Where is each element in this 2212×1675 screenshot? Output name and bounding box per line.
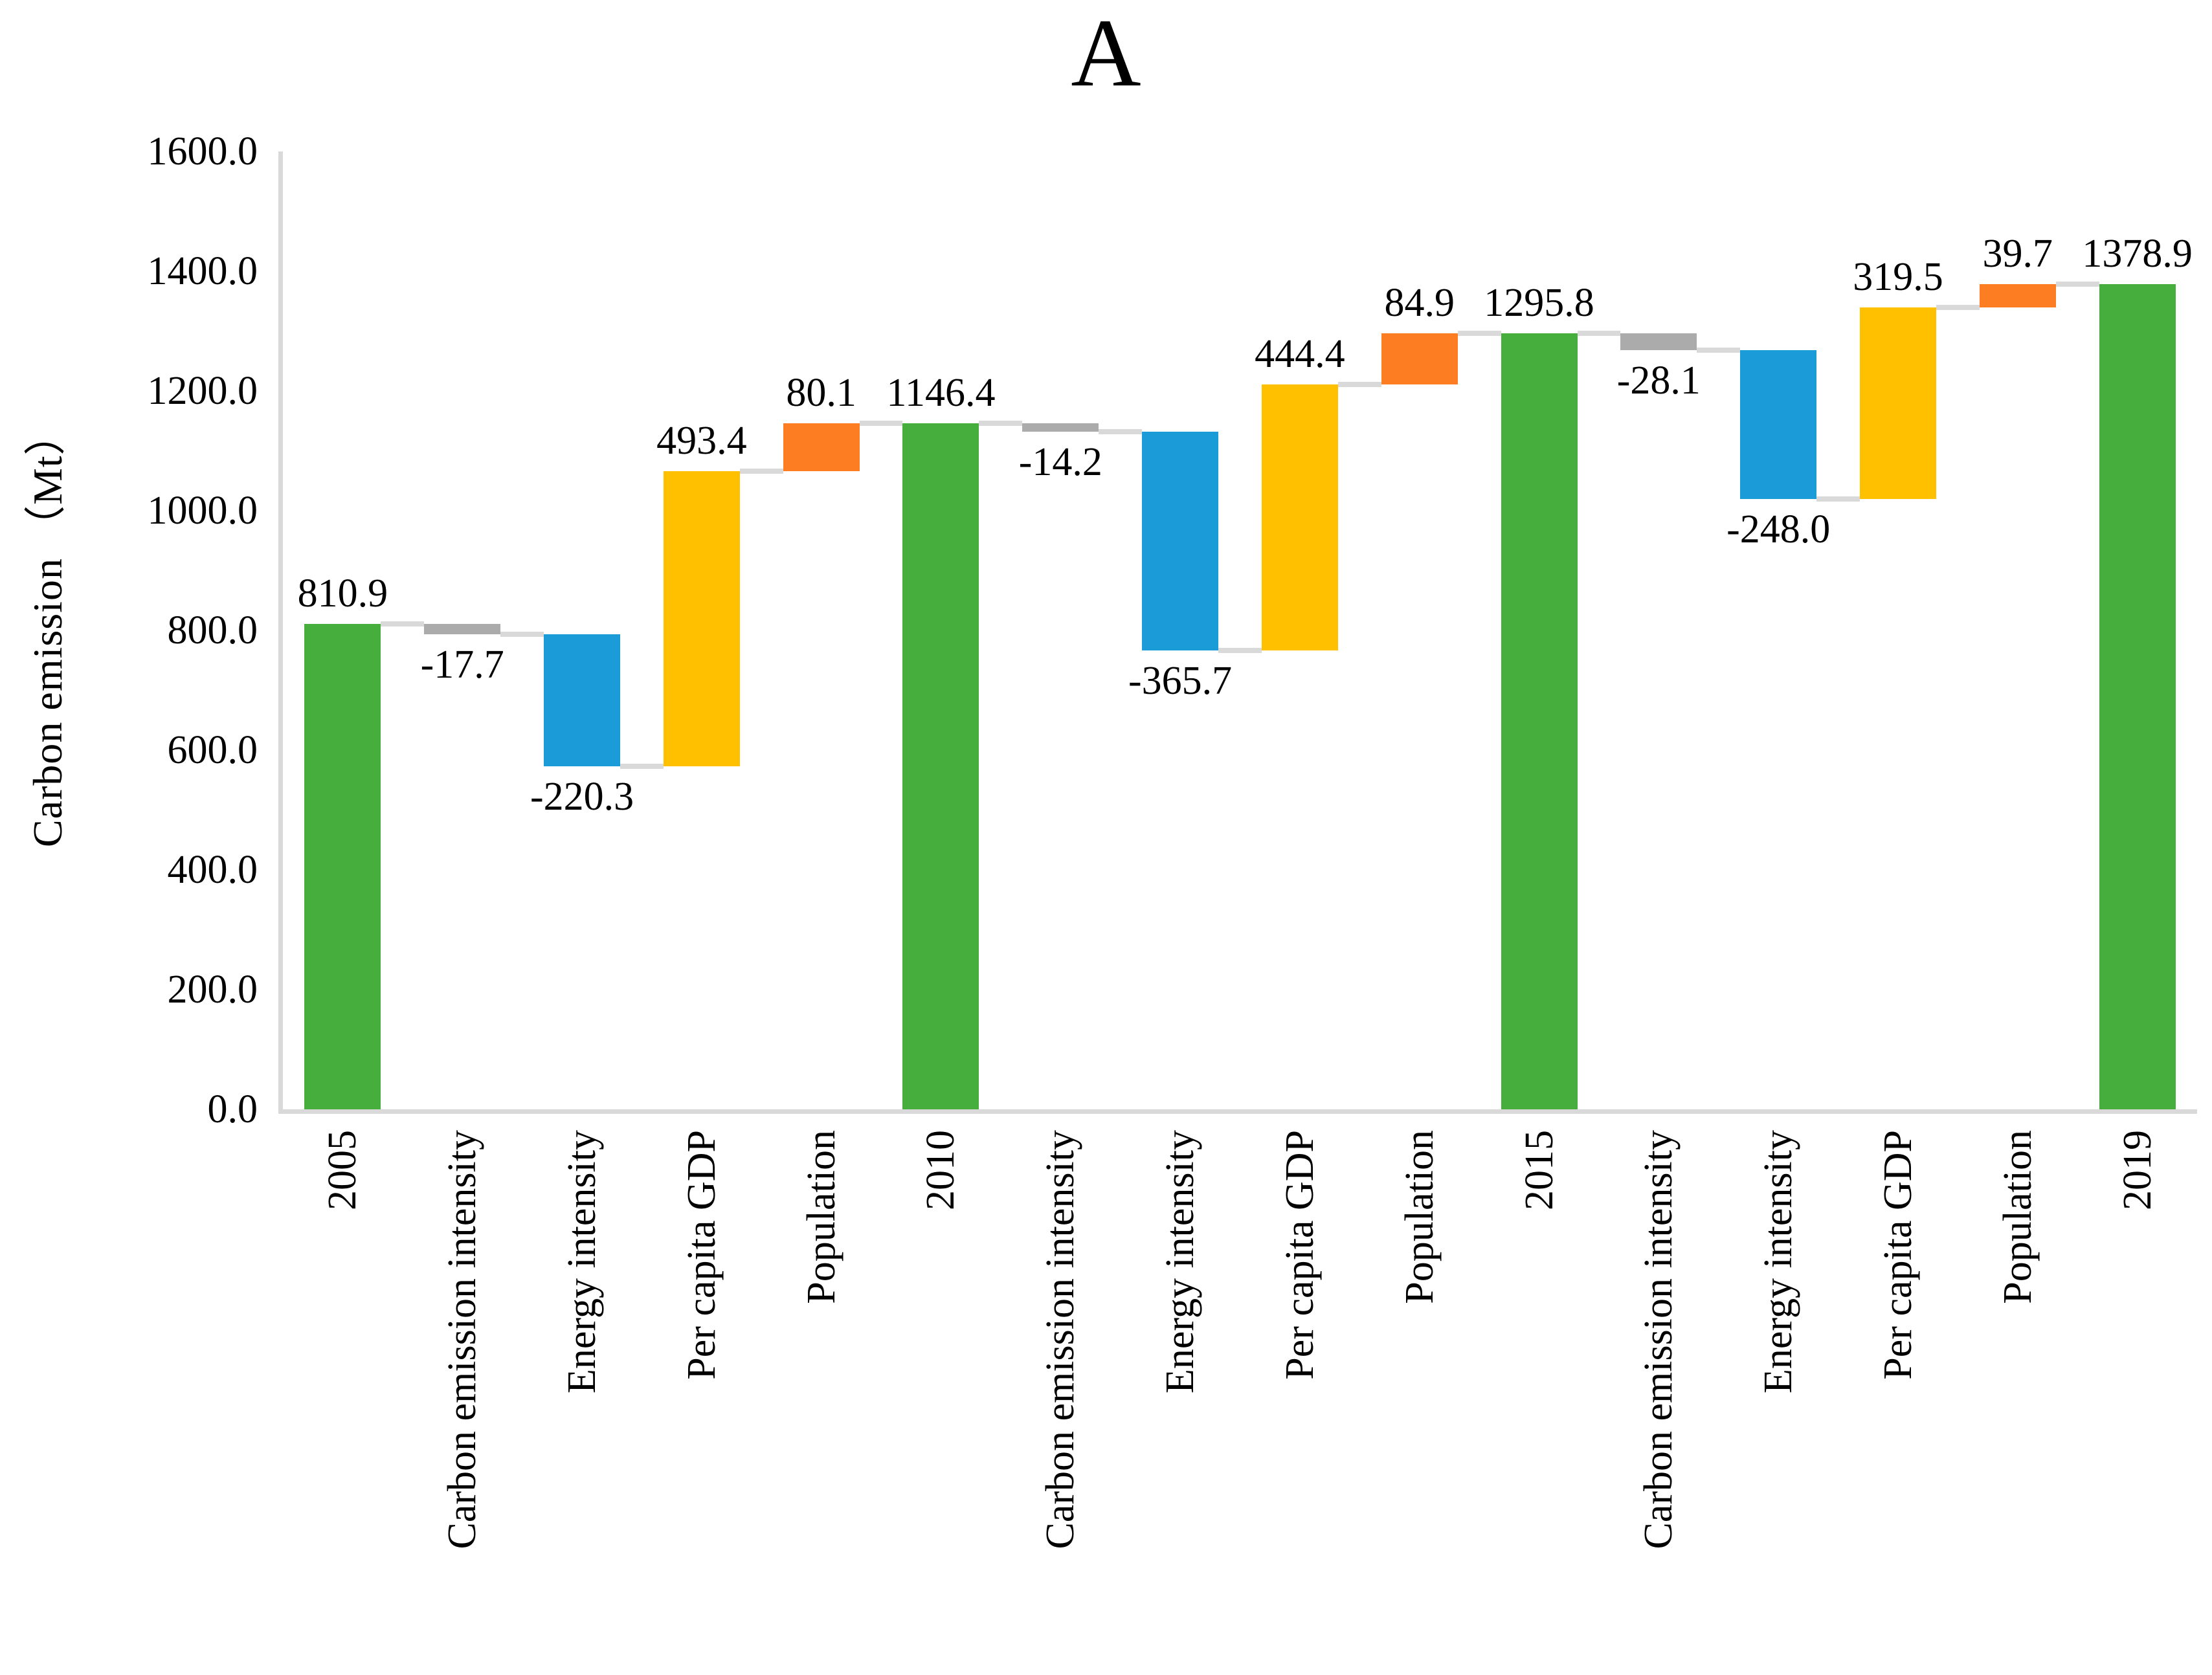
y-axis-line (278, 151, 283, 1114)
connector-9 (1457, 331, 1501, 337)
connector-7 (1218, 647, 1262, 653)
value-label-14-2: -14.2 (1018, 439, 1102, 484)
category-label-2-energy-intensity: Energy intensity (560, 1130, 605, 1393)
bar-12-energy-intensity (1740, 350, 1817, 499)
value-label-319-5: 319.5 (1853, 255, 1943, 300)
value-label-39-7: 39.7 (1982, 231, 2053, 276)
value-label-17-7: -17.7 (420, 643, 504, 687)
y-tick-label-200.0: 200.0 (167, 968, 258, 1012)
category-label-5-2010: 2010 (919, 1130, 963, 1210)
value-label-28-1: -28.1 (1616, 359, 1701, 403)
bar-0-2005 (304, 623, 381, 1109)
connector-2 (620, 764, 664, 770)
connector-12 (1816, 496, 1860, 502)
category-label-9-population: Population (1397, 1130, 1442, 1304)
connector-8 (1337, 381, 1381, 387)
category-label-14-population: Population (1995, 1130, 2040, 1304)
value-label-84-9: 84.9 (1384, 281, 1455, 326)
value-label-810-9: 810.9 (297, 571, 388, 616)
bar-15-2019 (2099, 283, 2176, 1109)
connector-13 (1936, 305, 1980, 311)
y-tick-label-800.0: 800.0 (167, 608, 258, 652)
connector-3 (739, 468, 783, 474)
bar-10-2015 (1501, 333, 1578, 1109)
chart-title: A (1071, 0, 1141, 107)
connector-6 (1099, 428, 1143, 434)
value-label-80-1: 80.1 (786, 370, 856, 415)
category-label-11-carbon-emission-intensity: Carbon emission intensity (1637, 1130, 1681, 1549)
connector-5 (979, 420, 1023, 426)
bar-3-per-capita-gdp (663, 471, 740, 767)
value-label-365-7: -365.7 (1128, 658, 1233, 703)
connector-4 (859, 420, 903, 426)
bar-9-population (1381, 333, 1458, 384)
y-tick-label-1600.0: 1600.0 (147, 129, 258, 173)
category-label-15-2019: 2019 (2115, 1130, 2160, 1210)
category-label-12-energy-intensity: Energy intensity (1756, 1130, 1801, 1393)
bar-2-energy-intensity (544, 634, 621, 767)
value-label-493-4: 493.4 (656, 418, 747, 463)
category-label-7-energy-intensity: Energy intensity (1158, 1130, 1203, 1393)
value-label-220-3: -220.3 (530, 775, 634, 819)
bar-4-population (783, 423, 860, 471)
category-label-13-per-capita-gdp: Per capita GDP (1875, 1130, 1920, 1380)
value-label-1295-8: 1295.8 (1484, 281, 1594, 326)
connector-1 (500, 632, 544, 638)
y-tick-label-1200.0: 1200.0 (147, 369, 258, 413)
connector-14 (2055, 281, 2099, 287)
bar-13-per-capita-gdp (1859, 307, 1936, 499)
value-label-1378-9: 1378.9 (2082, 231, 2193, 276)
value-label-1146-4: 1146.4 (886, 370, 996, 415)
bar-7-energy-intensity (1142, 431, 1219, 650)
bar-1-carbon-emission-intensity (424, 623, 501, 635)
category-label-10-2015: 2015 (1517, 1130, 1561, 1210)
value-label-248-0: -248.0 (1726, 507, 1831, 551)
category-label-1-carbon-emission-intensity: Carbon emission intensity (440, 1130, 485, 1549)
category-label-4-population: Population (799, 1130, 843, 1304)
bar-5-2010 (902, 423, 979, 1109)
y-tick-label-600.0: 600.0 (167, 728, 258, 772)
bar-14-population (1979, 283, 2056, 308)
connector-11 (1697, 348, 1741, 353)
bar-8-per-capita-gdp (1261, 384, 1338, 650)
category-label-3-per-capita-gdp: Per capita GDP (679, 1130, 724, 1380)
x-axis-line (278, 1109, 2197, 1114)
y-tick-label-1400.0: 1400.0 (147, 249, 258, 293)
connector-0 (381, 621, 425, 627)
bar-11-carbon-emission-intensity (1620, 333, 1697, 351)
y-tick-label-0.0: 0.0 (207, 1087, 258, 1131)
category-label-6-carbon-emission-intensity: Carbon emission intensity (1038, 1130, 1083, 1549)
y-tick-label-400.0: 400.0 (167, 848, 258, 892)
value-label-444-4: 444.4 (1255, 331, 1345, 376)
category-label-0-2005: 2005 (320, 1130, 365, 1210)
connector-10 (1577, 331, 1621, 337)
y-tick-label-1000.0: 1000.0 (147, 489, 258, 533)
category-label-8-per-capita-gdp: Per capita GDP (1277, 1130, 1322, 1380)
bar-6-carbon-emission-intensity (1022, 423, 1099, 432)
